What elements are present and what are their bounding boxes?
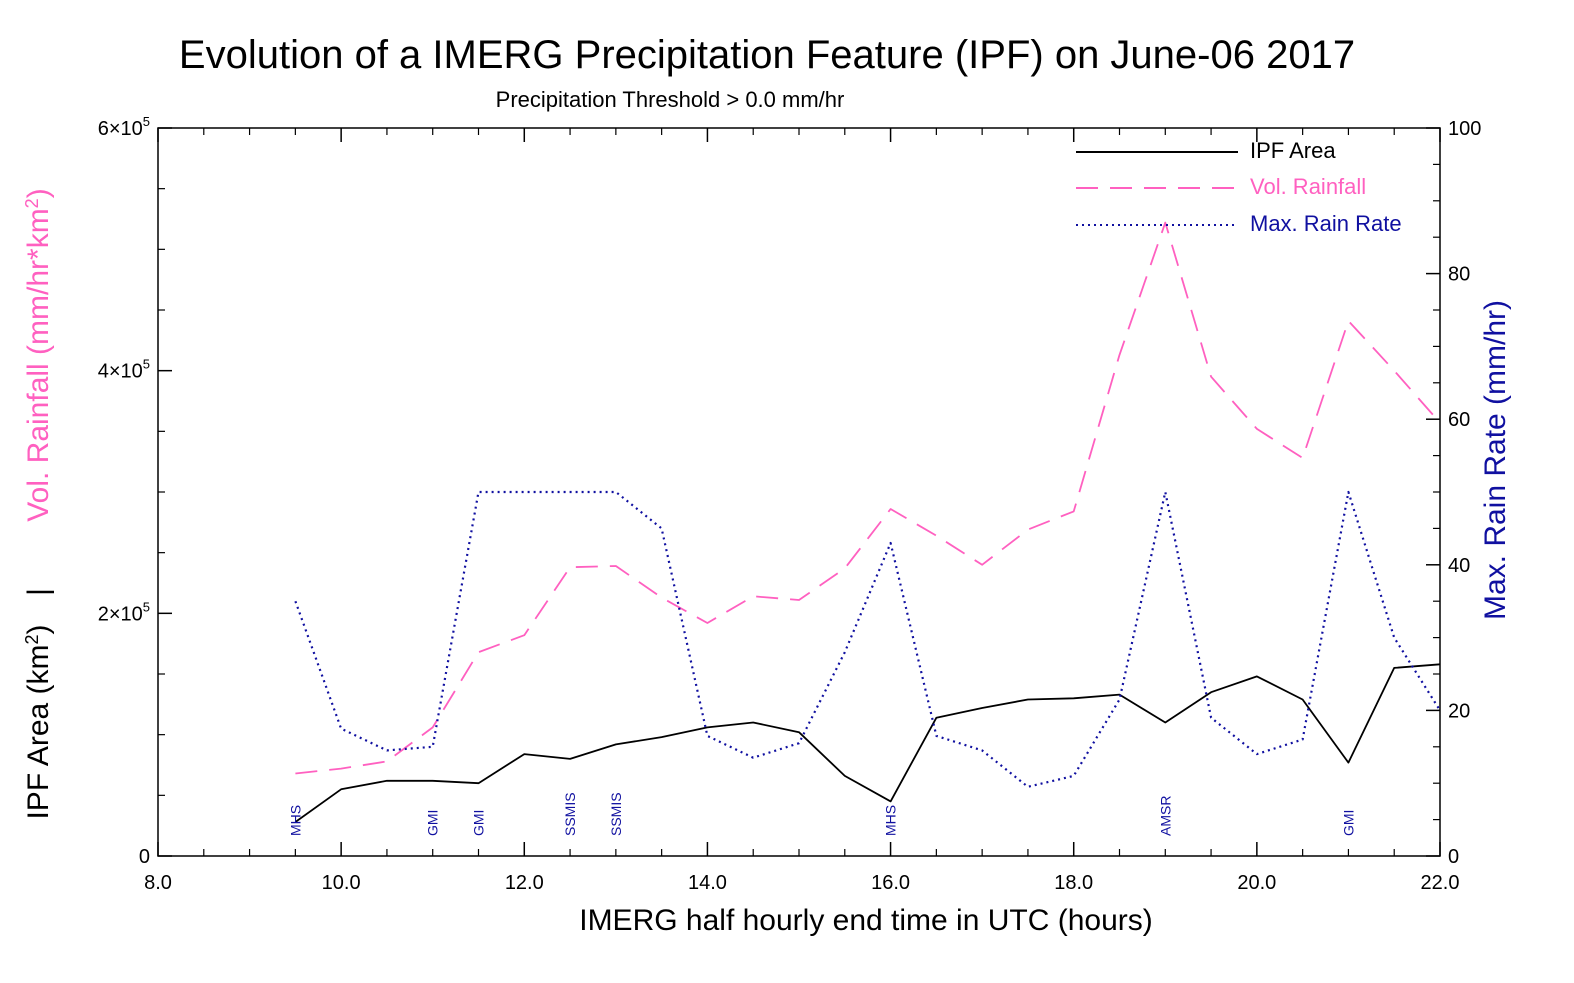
- vol-label-end: ): [22, 188, 55, 198]
- sensor-label: SSMIS: [608, 792, 624, 836]
- series-line-ipf-area: [294, 663, 1441, 823]
- right-tick-label: 100: [1448, 118, 1481, 140]
- x-tick-label: 18.0: [1054, 872, 1093, 894]
- legend-label-max-rain-rate: Max. Rain Rate: [1250, 211, 1402, 236]
- axis-ticks: [157, 127, 1441, 857]
- sensor-label: GMI: [1340, 810, 1356, 836]
- left-tick-base: 6×10: [98, 118, 143, 140]
- series-lines: [294, 221, 1441, 823]
- x-tick-label: 8.0: [144, 872, 172, 894]
- left-axis-label-area: IPF Area (km2): [22, 624, 55, 819]
- sensor-label: AMSR: [1157, 796, 1173, 836]
- chart-title: Evolution of a IMERG Precipitation Featu…: [179, 33, 1355, 77]
- right-tick-label: 0: [1448, 846, 1459, 868]
- right-tick-label: 60: [1448, 409, 1470, 431]
- left-tick-label: 2×105: [98, 599, 150, 625]
- sensor-label: GMI: [425, 810, 441, 836]
- left-tick-label: 0: [139, 846, 150, 868]
- series-line-max-rain-rate: [294, 490, 1441, 788]
- legend: IPF Area Vol. Rainfall Max. Rain Rate: [1076, 138, 1402, 236]
- left-tick-exponent: 5: [143, 357, 150, 372]
- left-tick-base: 0: [139, 846, 150, 868]
- left-tick-exponent: 5: [143, 599, 150, 614]
- sensor-label: SSMIS: [562, 792, 578, 836]
- x-axis-label: IMERG half hourly end time in UTC (hours…: [579, 904, 1153, 937]
- x-tick-label: 10.0: [322, 872, 361, 894]
- x-tick-label: 20.0: [1237, 872, 1276, 894]
- right-tick-label: 80: [1448, 264, 1470, 286]
- sensor-label: MHS: [287, 805, 303, 836]
- chart-subtitle: Precipitation Threshold > 0.0 mm/hr: [496, 87, 845, 112]
- area-label-end: ): [22, 624, 55, 634]
- left-axis-label-separator: |: [22, 588, 55, 596]
- vol-label-sup: 2: [22, 198, 42, 208]
- sensor-label: MHS: [883, 805, 899, 836]
- left-tick-label: 4×105: [98, 357, 150, 383]
- legend-label-ipf-area: IPF Area: [1250, 138, 1336, 163]
- legend-label-vol-rainfall: Vol. Rainfall: [1250, 174, 1366, 199]
- right-tick-labels: 0 20 40 60 80 100: [1448, 118, 1481, 868]
- series-line-vol-rainfall: [295, 221, 1441, 775]
- x-tick-label: 14.0: [688, 872, 727, 894]
- left-tick-exponent: 5: [143, 114, 150, 129]
- area-label-sup: 2: [22, 634, 42, 644]
- x-tick-label: 12.0: [505, 872, 544, 894]
- sensor-label: GMI: [471, 810, 487, 836]
- right-tick-label: 40: [1448, 555, 1470, 577]
- right-tick-label: 20: [1448, 700, 1470, 722]
- x-tick-labels: 8.0 10.0 12.0 14.0 16.0 18.0 20.0 22.0: [144, 872, 1459, 894]
- left-tick-label: 6×105: [98, 114, 150, 140]
- vol-label-text: Vol. Rainfall (mm/hr*km: [22, 208, 55, 521]
- left-axis-label-vol: Vol. Rainfall (mm/hr*km2): [22, 188, 55, 521]
- area-label-text: IPF Area (km: [22, 644, 55, 819]
- x-tick-label: 16.0: [871, 872, 910, 894]
- sensor-labels: MHS GMI GMI SSMIS SSMIS MHS AMSR GMI: [287, 792, 1356, 836]
- left-tick-base: 4×10: [98, 361, 143, 383]
- left-tick-base: 2×10: [98, 603, 143, 625]
- right-axis-label: Max. Rain Rate (mm/hr): [1479, 300, 1512, 620]
- x-tick-label: 22.0: [1421, 872, 1460, 894]
